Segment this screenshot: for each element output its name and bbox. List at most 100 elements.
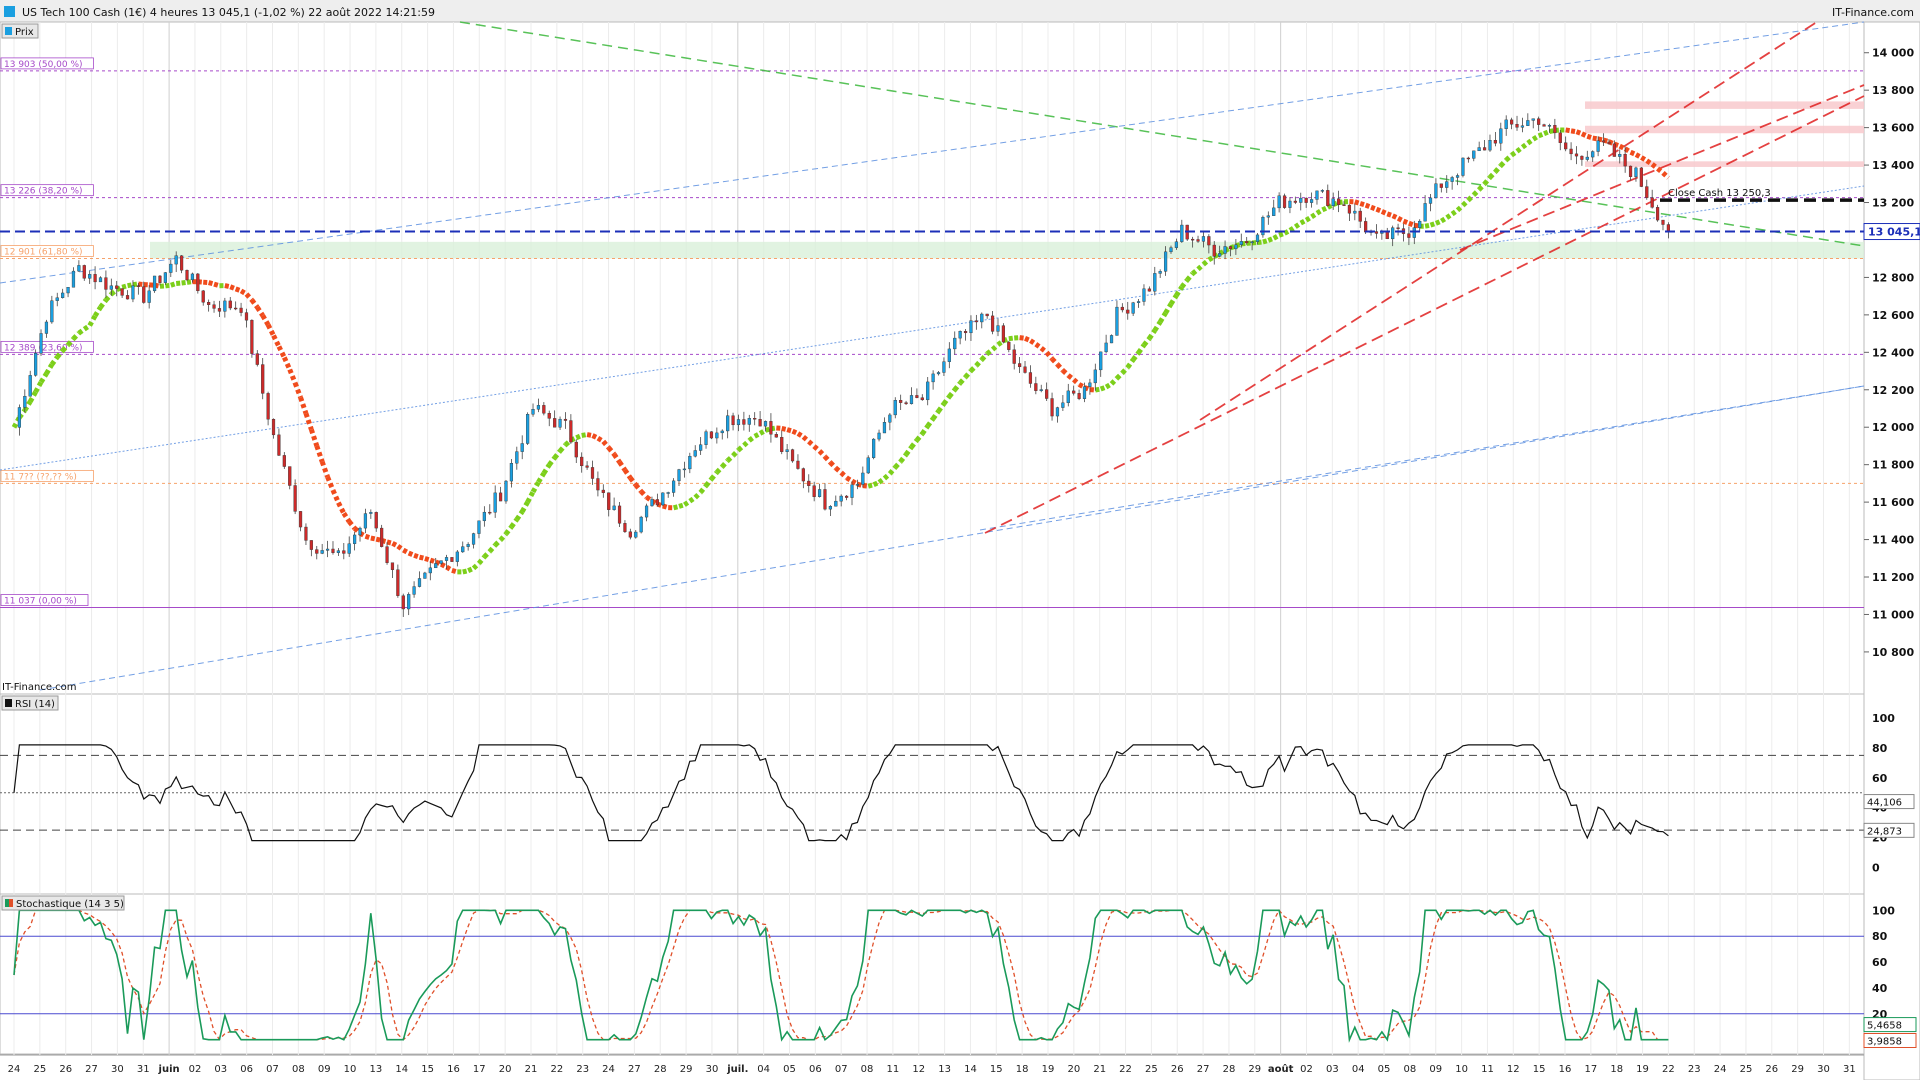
candle-body	[909, 395, 914, 405]
candle-body	[1093, 369, 1097, 384]
moving-average-segment	[325, 476, 336, 492]
x-tick-label: 25	[33, 1064, 46, 1075]
candle-body	[23, 396, 27, 408]
moving-average-segment	[1179, 278, 1190, 289]
moving-average-segment	[239, 288, 248, 297]
x-tick-label: 25	[1740, 1064, 1753, 1075]
candle-body	[639, 516, 643, 533]
candle-body	[504, 480, 508, 502]
candle-body	[996, 325, 1000, 332]
candle-body	[655, 499, 659, 506]
price-tick-label: 12 800	[1872, 271, 1914, 284]
moving-average-segment	[1185, 272, 1195, 282]
moving-average-segment	[249, 298, 260, 309]
candle-body	[790, 449, 795, 462]
moving-average-segment	[1592, 135, 1599, 142]
moving-average-segment	[1278, 230, 1286, 238]
candle-body	[893, 400, 897, 416]
candle-body	[1261, 216, 1265, 236]
moving-average-segment	[781, 425, 788, 433]
candle-body	[1574, 153, 1579, 157]
moving-average-segment	[862, 483, 869, 489]
candle-body	[1001, 325, 1005, 343]
x-tick-label: 23	[576, 1064, 589, 1075]
moving-average-segment	[303, 412, 314, 431]
candle-body	[325, 548, 330, 551]
x-tick-label: 09	[1429, 1064, 1442, 1075]
moving-average-segment	[276, 345, 287, 359]
x-tick-label: 06	[240, 1064, 253, 1075]
moving-average-segment	[1019, 335, 1026, 341]
candle-body	[682, 468, 687, 471]
moving-average-segment	[55, 349, 65, 359]
moving-average-segment	[1293, 221, 1303, 229]
moving-average-segment	[271, 334, 282, 348]
x-tick-label: 30	[706, 1064, 719, 1075]
candle-body	[66, 287, 70, 294]
moving-average-segment	[370, 535, 377, 542]
stoch-value-label: 5,4658	[1867, 1021, 1902, 1032]
candle-body	[1142, 288, 1146, 302]
candle-body	[1569, 148, 1573, 155]
moving-average-segment	[1543, 129, 1551, 137]
price-tick-label: 12 000	[1872, 421, 1914, 434]
price-tick-label: 11 200	[1872, 571, 1914, 584]
moving-average-segment	[49, 355, 60, 366]
x-tick-label: 11	[887, 1064, 900, 1075]
moving-average-segment	[898, 452, 909, 464]
candle-body	[169, 263, 173, 273]
candle-body	[1282, 195, 1287, 208]
candle-body	[1607, 141, 1611, 145]
resistance-zone	[1585, 101, 1864, 109]
stoch-legend-icon-d	[9, 899, 13, 907]
price-tick-label: 10 800	[1872, 646, 1914, 659]
candle-body	[1472, 150, 1476, 159]
moving-average-segment	[319, 460, 330, 478]
candle-body	[747, 418, 751, 425]
moving-average-segment	[1618, 143, 1627, 152]
moving-average-segment	[764, 426, 772, 433]
x-tick-label: 23	[1688, 1064, 1701, 1075]
trend-line	[0, 21, 1865, 284]
candle-body	[1061, 402, 1065, 408]
fib-label-box	[0, 57, 94, 70]
candle-body	[1493, 140, 1497, 144]
moving-average-segment	[581, 432, 588, 438]
moving-average-segment	[104, 292, 114, 302]
moving-average-segment	[941, 395, 952, 406]
candle-body	[342, 550, 346, 554]
x-tick-label: 07	[835, 1064, 848, 1075]
y-axis-area	[1863, 21, 1920, 1080]
candle-body	[753, 418, 757, 420]
x-tick-label: juin	[158, 1064, 180, 1075]
moving-average-segment	[645, 495, 654, 503]
candle-body	[55, 297, 59, 301]
candle-body	[1309, 199, 1314, 203]
candle-body	[1450, 177, 1454, 182]
moving-average-segment	[1158, 311, 1168, 324]
candle-body	[455, 551, 459, 562]
candle-body	[845, 495, 849, 498]
moving-average-segment	[731, 448, 741, 458]
rsi-panel	[0, 693, 1865, 895]
x-tick-label: 15	[990, 1064, 1003, 1075]
price-tick-label: 11 000	[1872, 608, 1914, 621]
candle-body	[1623, 154, 1627, 167]
candle-body	[671, 480, 676, 493]
candle-body	[396, 569, 400, 596]
candle-body	[104, 277, 108, 290]
candle-body	[1439, 183, 1443, 188]
chart-icon	[4, 6, 15, 17]
moving-average-segment	[1386, 211, 1394, 219]
trend-line	[1199, 19, 1821, 421]
candle-body	[82, 265, 86, 279]
candle-body	[1461, 157, 1465, 176]
moving-average-segment	[493, 538, 503, 547]
candle-body	[131, 285, 135, 300]
moving-average-segment	[138, 281, 145, 288]
moving-average-segment	[1039, 346, 1049, 355]
moving-average-segment	[909, 438, 919, 449]
candle-body	[834, 500, 838, 507]
trend-line	[1459, 84, 1865, 251]
